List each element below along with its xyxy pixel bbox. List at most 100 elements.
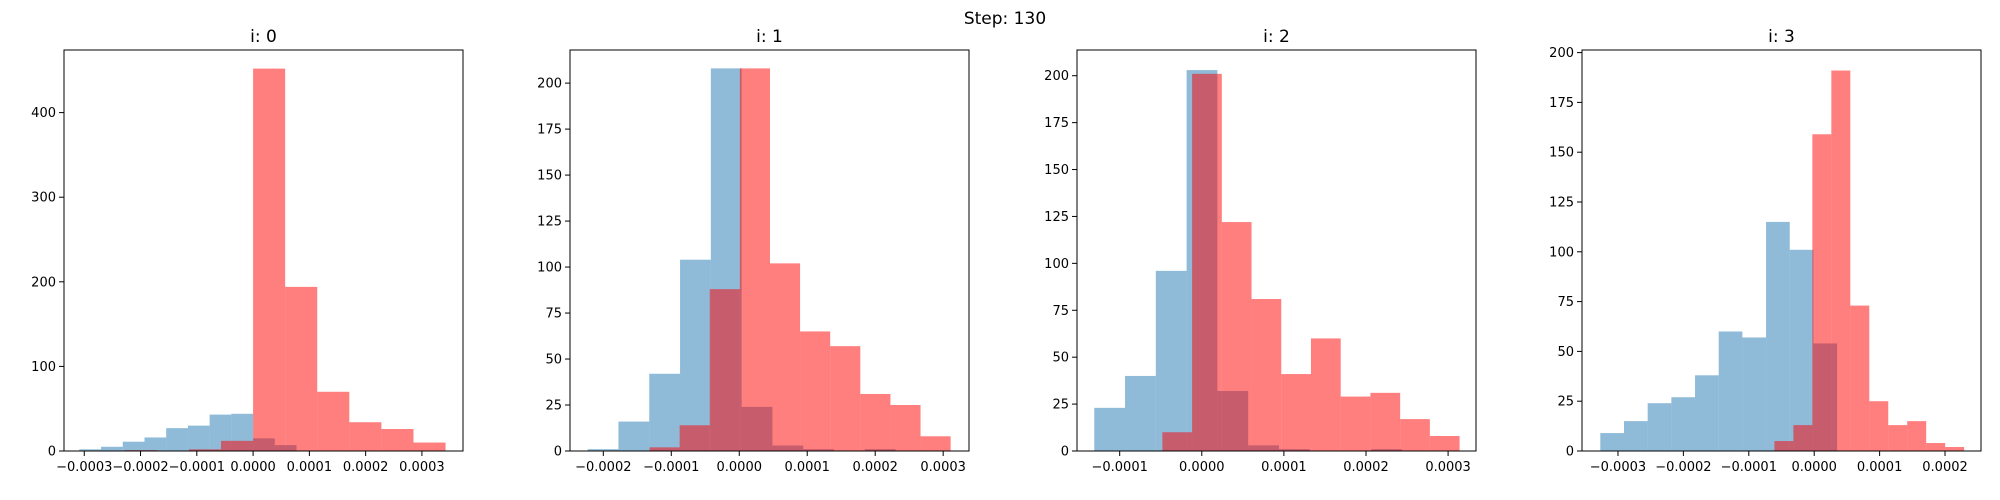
axes-frame [63,49,464,452]
histogram-bar [349,422,382,451]
x-tick-label: −0.0001 [169,460,225,475]
histogram-bar [1155,270,1187,451]
y-tick-label: 75 [1052,304,1069,319]
subplot: i: 1 −0.0002 −0.0001 0.0000 0.0001 0.0002 0.00… [537,27,970,475]
histogram-bar [679,425,710,451]
histogram-bar [381,429,414,451]
histogram-bar [800,331,831,451]
y-tick-label: 0 [1061,445,1069,460]
histogram-bar [739,68,770,451]
y-tick-label: 125 [1549,195,1574,210]
x-tick-label: 0.0002 [852,460,898,475]
subplot: i: 0 −0.0003 −0.0002 −0.0001 0.0000 0.0001 0.0… [31,27,464,475]
histogram-bar [285,286,318,451]
y-tick-label: 200 [1549,46,1574,61]
histogram-bar [122,441,145,451]
histogram-bar [1671,397,1696,451]
histogram-bar [221,440,254,451]
y-tick-label: 150 [1044,163,1069,178]
histogram-bar [920,436,951,451]
y-tick-label: 125 [1044,210,1069,225]
histogram-bar [1774,441,1794,451]
axes-frame [569,49,970,452]
histogram-bar [618,421,650,451]
axes-frame [1076,49,1477,452]
histogram-bar [253,68,286,451]
histogram-bar [649,373,681,451]
histogram-bar [1742,337,1767,451]
histogram-bar [144,437,167,451]
subplot-title: i: 2 [1263,27,1290,47]
histogram-bar [413,442,446,451]
histogram-bar [1623,421,1648,451]
y-tick-label: 0 [48,445,56,460]
y-tick-label: 200 [31,275,56,290]
x-tick-label: −0.0002 [1655,460,1711,475]
histogram-bar [1429,435,1460,451]
histogram-bar [1695,375,1719,451]
y-tick-label: 50 [1052,351,1069,366]
y-tick-label: 200 [1044,69,1069,84]
histogram-bar [769,263,801,451]
histogram-bar [1125,375,1156,451]
histogram-bar [1340,396,1371,451]
y-tick-label: 0 [1566,445,1574,460]
x-tick-label: 0.0003 [399,460,445,475]
y-tick-label: 50 [1557,345,1574,360]
histogram-bar [890,405,921,451]
histogram-bar [1907,421,1927,451]
y-tick-label: 50 [545,353,562,368]
x-tick-label: −0.0003 [56,460,112,475]
x-tick-label: 0.0003 [1425,460,1471,475]
subplot-title: i: 1 [756,27,783,47]
x-tick-label: 0.0002 [1343,460,1389,475]
subplot-title: i: 0 [250,27,277,47]
histogram-bar [79,449,102,451]
histogram-bar [1869,401,1889,451]
y-tick-label: 175 [537,123,562,138]
histogram-bar [1789,249,1814,451]
y-tick-label: 100 [1044,257,1069,272]
x-tick-label: 0.0001 [287,460,333,475]
y-tick-label: 125 [537,215,562,230]
y-tick-label: 100 [537,261,562,276]
x-tick-label: −0.0001 [1721,460,1777,475]
x-tick-label: 0.0001 [1857,460,1903,475]
histogram-bar [187,425,210,451]
histogram-bar [1162,432,1193,451]
x-tick-label: 0.0002 [343,460,389,475]
x-tick-label: −0.0001 [1091,460,1147,475]
y-tick-label: 175 [1044,116,1069,131]
histogram-bar [188,449,222,451]
histogram-bar [830,346,861,451]
y-tick-label: 400 [31,106,56,121]
y-tick-label: 75 [1557,295,1574,310]
y-tick-label: 300 [31,191,56,206]
figure-title: Step: 130 [964,9,1046,29]
histogram-bar [1888,425,1908,451]
histogram-bar [680,259,711,451]
x-tick-label: 0.0000 [1791,460,1837,475]
histogram-bar [1718,331,1743,451]
y-tick-label: 175 [1549,96,1574,111]
x-tick-label: 0.0001 [784,460,830,475]
histogram-bar [1192,73,1222,452]
histogram-bar [709,289,740,451]
histogram-bar [1945,447,1965,451]
y-tick-label: 0 [554,445,562,460]
histogram-bar [1281,374,1311,451]
x-tick-label: 0.0000 [1179,460,1225,475]
x-tick-label: 0.0000 [717,460,763,475]
histogram-bar [1812,134,1832,451]
y-tick-label: 150 [1549,146,1574,161]
x-tick-label: 0.0003 [920,460,966,475]
histogram-bar [1251,299,1282,451]
histogram-bar [317,391,350,451]
histogram-bar [166,428,188,451]
histogram-bar [1793,425,1813,451]
subplot-title: i: 3 [1768,27,1795,47]
histogram-bar [860,393,891,451]
histogram-bar [1766,221,1790,451]
histogram-bar [1310,338,1341,451]
